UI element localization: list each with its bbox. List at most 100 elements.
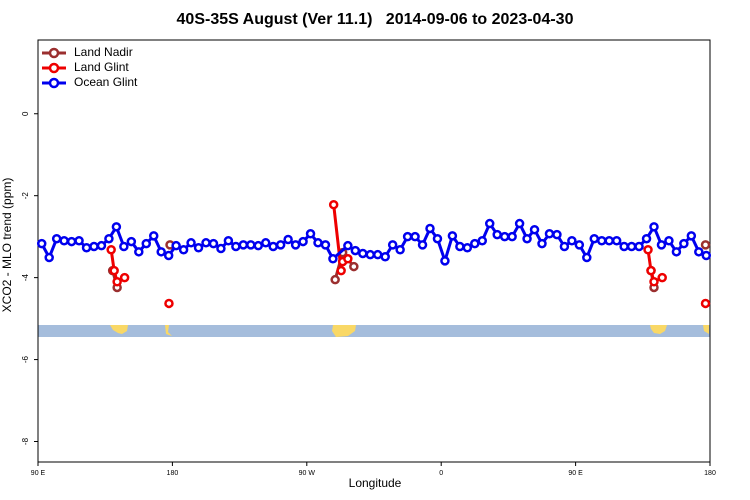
point	[701, 250, 712, 261]
legend-label: Land Glint	[74, 60, 129, 74]
point	[89, 241, 99, 252]
point	[81, 242, 92, 253]
point	[686, 231, 697, 241]
point	[641, 233, 652, 244]
point	[320, 240, 331, 250]
point	[646, 265, 656, 276]
point	[164, 298, 174, 309]
point	[574, 240, 585, 250]
plot-frame	[37, 39, 711, 463]
point	[66, 236, 77, 247]
point	[74, 236, 84, 246]
point	[216, 243, 226, 254]
point	[395, 245, 405, 255]
point	[611, 236, 622, 246]
y-tick-label: -4	[21, 274, 30, 282]
point	[365, 249, 376, 260]
x-tick-label: 90 E	[31, 470, 46, 477]
legend-label: Ocean Glint	[74, 75, 138, 89]
point	[649, 222, 659, 232]
point	[141, 238, 152, 249]
point	[559, 241, 570, 252]
point	[246, 240, 256, 250]
land	[650, 325, 667, 334]
point	[275, 240, 286, 250]
land	[332, 325, 356, 337]
series	[36, 218, 712, 266]
point	[343, 254, 353, 264]
point	[330, 274, 340, 285]
point	[462, 242, 473, 253]
point	[484, 218, 495, 229]
point	[106, 245, 116, 255]
x-tick-label: 90 W	[299, 470, 316, 477]
point	[380, 251, 390, 262]
x-tick-label: 180	[704, 470, 716, 477]
y-tick-label: -2	[21, 192, 30, 200]
point	[649, 276, 659, 287]
land	[110, 325, 128, 334]
y-tick-label: -8	[21, 437, 30, 445]
point	[231, 241, 241, 252]
point	[596, 236, 607, 246]
point	[432, 233, 443, 244]
point	[163, 250, 174, 261]
point	[134, 247, 144, 257]
point	[387, 240, 398, 250]
point	[305, 229, 316, 239]
point	[186, 238, 196, 248]
point	[626, 241, 637, 252]
point	[290, 240, 301, 250]
legend-marker	[48, 62, 60, 74]
point	[59, 236, 69, 246]
point	[111, 222, 122, 232]
point	[336, 265, 346, 276]
land	[165, 325, 172, 336]
point	[223, 236, 234, 246]
point	[425, 223, 435, 234]
point	[358, 248, 368, 259]
y-tick-label: 0	[21, 111, 30, 116]
point	[582, 252, 592, 263]
series-line	[111, 205, 705, 304]
point	[700, 298, 711, 309]
point	[201, 238, 211, 248]
x-tick-label: 90 E	[568, 470, 583, 477]
point	[126, 236, 137, 247]
point	[440, 256, 450, 266]
point	[619, 241, 629, 252]
point	[643, 245, 653, 255]
point	[119, 241, 129, 252]
point	[700, 240, 711, 250]
point	[492, 229, 502, 240]
point	[507, 231, 517, 242]
point	[552, 229, 562, 240]
point	[109, 265, 119, 276]
y-tick-label: -6	[21, 355, 30, 363]
point	[36, 238, 47, 249]
point	[51, 233, 62, 244]
x-tick-label: 180	[167, 470, 179, 477]
point	[328, 254, 338, 264]
point	[664, 236, 674, 246]
x-tick-label: 0	[439, 470, 443, 477]
legend-marker	[48, 47, 60, 59]
series	[108, 201, 709, 307]
point	[656, 240, 667, 250]
point	[268, 241, 278, 252]
point	[372, 249, 383, 260]
point	[350, 245, 361, 256]
point	[567, 236, 577, 246]
point	[193, 242, 204, 253]
point	[156, 247, 166, 257]
point	[694, 247, 704, 257]
point	[522, 233, 532, 244]
point	[208, 238, 219, 249]
point	[112, 276, 122, 287]
point	[171, 240, 181, 251]
point	[589, 233, 600, 244]
point	[253, 240, 264, 251]
y-axis-label: XCO2 - MLO trend (ppm)	[0, 178, 14, 313]
point	[410, 231, 420, 242]
